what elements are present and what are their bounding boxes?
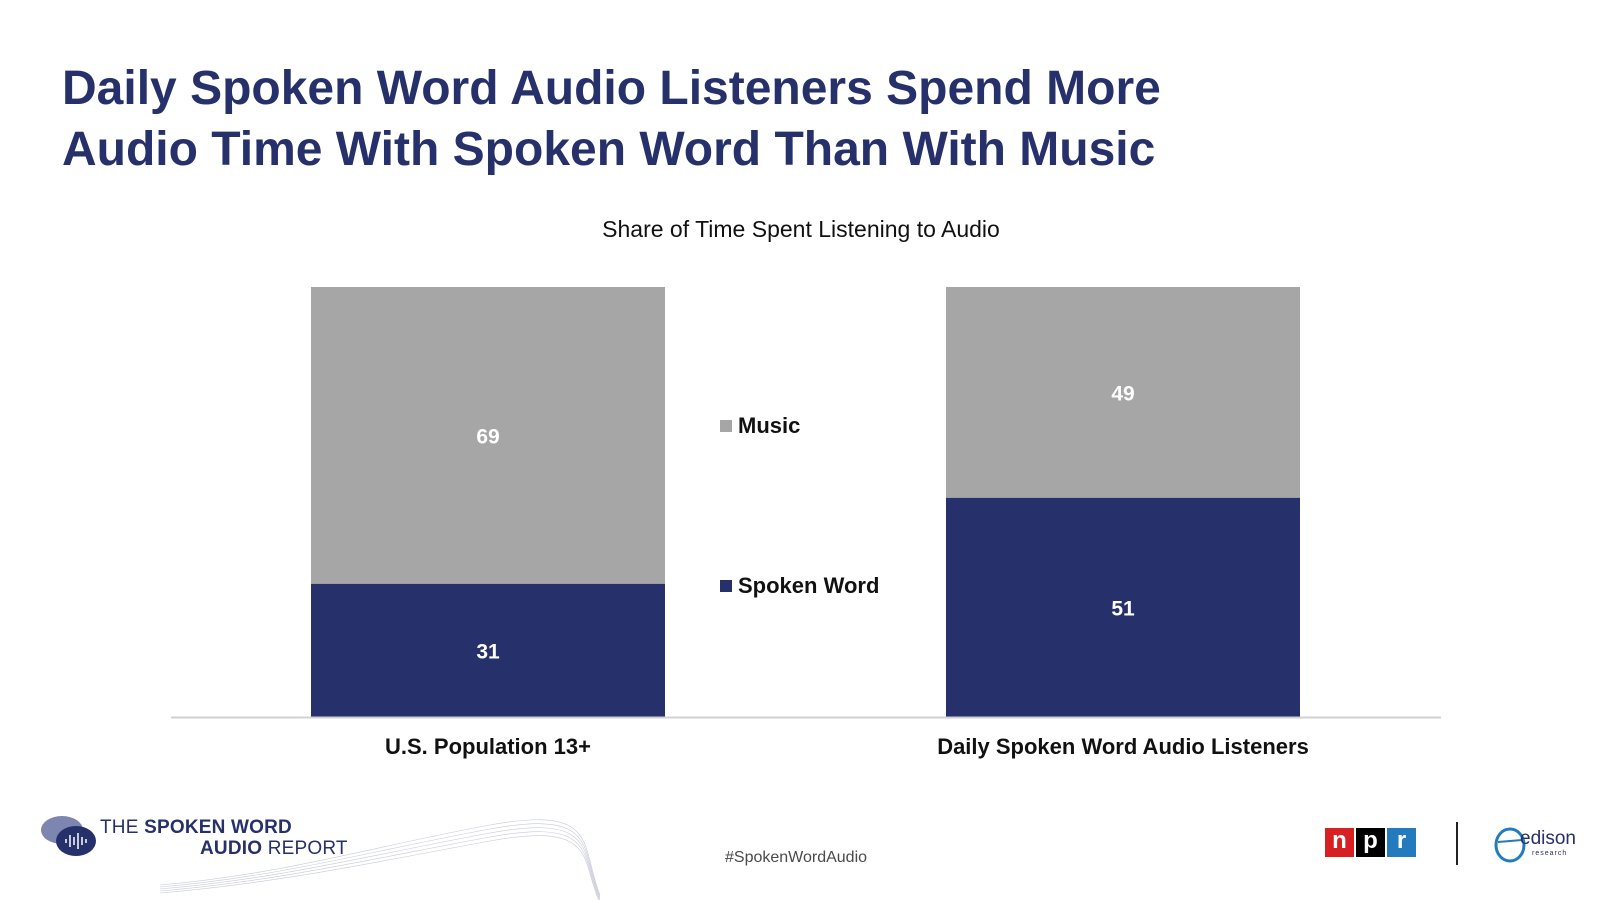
npr-letter-n: n (1325, 828, 1354, 857)
wave-decoration (160, 819, 600, 900)
title-line-2: Audio Time With Spoken Word Than With Mu… (62, 123, 1156, 176)
brand-text-audio: AUDIO (200, 838, 263, 859)
brand-text-report: REPORT (262, 838, 348, 859)
edison-research-logo: edison research (1492, 822, 1592, 867)
page-title: Daily Spoken Word Audio Listeners Spend … (62, 58, 1362, 180)
legend-label-music: Music (738, 413, 800, 438)
brand-text-the: THE (100, 817, 145, 838)
legend-swatch-spoken-word (720, 580, 732, 592)
spoken-word-audio-report-logo: THE SPOKEN WORD AUDIO REPORT (40, 815, 360, 875)
chart-subtitle: Share of Time Spent Listening to Audio (602, 216, 1000, 242)
speech-bubble-icon (41, 816, 96, 856)
brand-text-spoken-word: SPOKEN WORD (144, 817, 292, 838)
bar-spoken-word-1 (311, 583, 665, 717)
category-label-2: Daily Spoken Word Audio Listeners (937, 734, 1309, 759)
edison-sub: research (1532, 850, 1568, 857)
hashtag: #SpokenWordAudio (725, 849, 868, 866)
edison-name: edison (1520, 828, 1576, 849)
data-label-music-2: 49 (1111, 382, 1134, 405)
npr-letter-p: p (1356, 828, 1385, 857)
legend-swatch-music (720, 420, 732, 432)
edison-swirl-icon (1494, 827, 1526, 863)
npr-logo: n p r (1325, 828, 1416, 857)
bar-music-1 (311, 287, 665, 584)
data-label-spoken-word-2: 51 (1111, 597, 1135, 620)
data-label-music-1: 69 (476, 425, 499, 448)
title-line-1: Daily Spoken Word Audio Listeners Spend … (62, 62, 1161, 115)
category-label-1: U.S. Population 13+ (385, 734, 591, 759)
logo-divider (1456, 822, 1458, 865)
bar-music-2 (946, 287, 1300, 498)
bar-spoken-word-2 (946, 497, 1300, 717)
data-label-spoken-word-1: 31 (476, 640, 500, 663)
npr-letter-r: r (1387, 828, 1416, 857)
legend-label-spoken-word: Spoken Word (738, 573, 879, 598)
